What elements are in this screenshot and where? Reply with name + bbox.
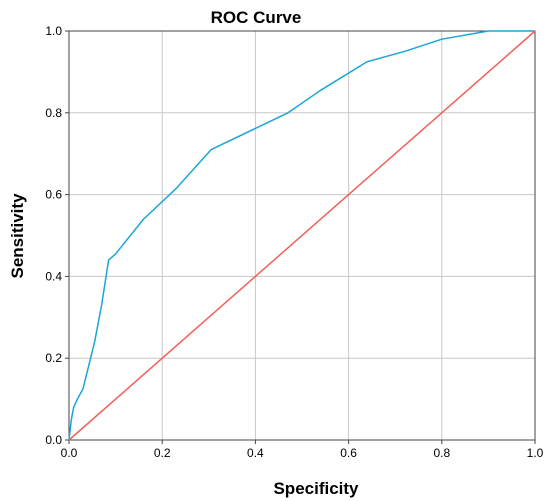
y-tick-label: 0.4 — [45, 269, 62, 283]
plot-frame — [68, 30, 536, 441]
x-tick-label: 0.6 — [340, 446, 357, 460]
x-axis: 0.0 0.2 0.4 0.6 0.8 1.0 — [61, 440, 544, 460]
y-tick-label: 0.2 — [45, 351, 62, 365]
x-tick-label: 0.0 — [61, 446, 78, 460]
y-tick-label: 0.6 — [45, 188, 62, 202]
y-tick-label: 0.0 — [45, 433, 62, 447]
x-tick-label: 0.8 — [433, 446, 450, 460]
series-group — [68, 30, 536, 441]
grid — [69, 31, 535, 440]
y-tick-label: 0.8 — [45, 106, 62, 120]
y-axis: 0.0 0.2 0.4 0.6 0.8 1.0 — [45, 24, 69, 447]
chart-title: ROC Curve — [211, 8, 302, 27]
roc-curve-line — [68, 30, 535, 441]
x-axis-label: Specificity — [273, 479, 359, 498]
x-tick-label: 0.2 — [154, 446, 171, 460]
x-tick-label: 0.4 — [247, 446, 264, 460]
y-axis-label: Sensitivity — [8, 193, 27, 279]
y-tick-label: 1.0 — [45, 24, 62, 38]
x-tick-label: 1.0 — [527, 446, 544, 460]
reference-diagonal-line — [68, 30, 536, 441]
